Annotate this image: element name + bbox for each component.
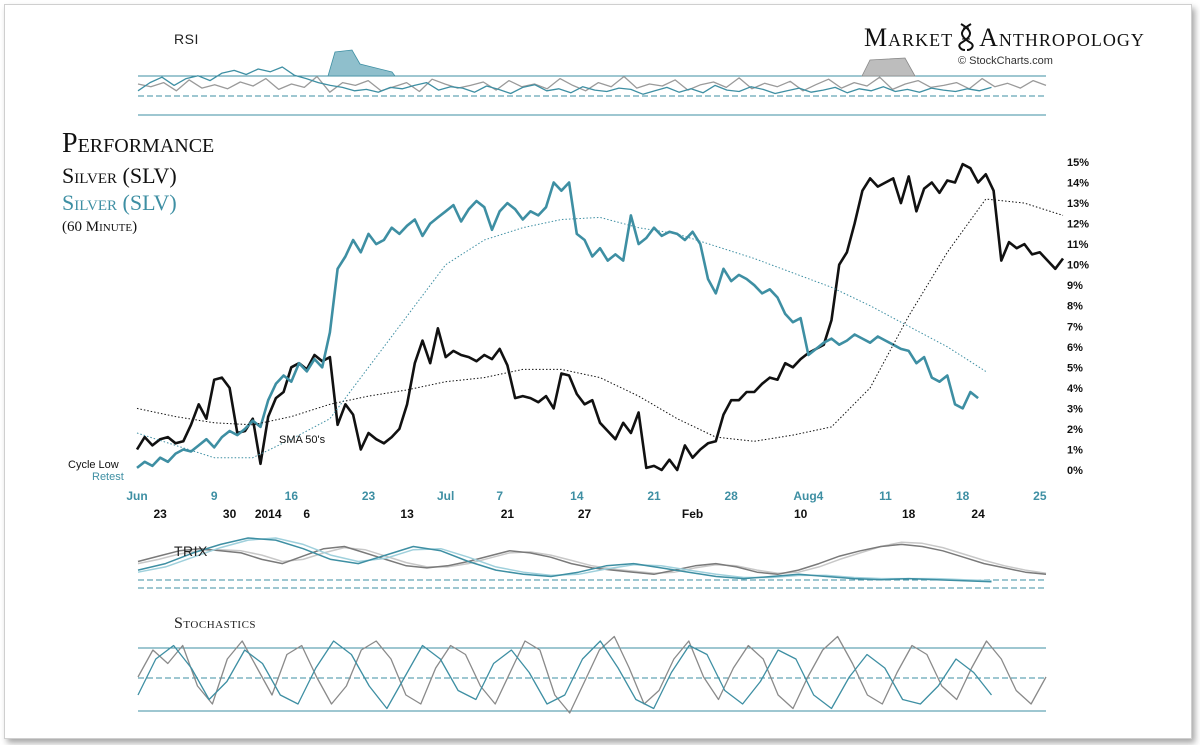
brand-title: Market Anthropology xyxy=(864,16,1145,53)
rsi-line-teal xyxy=(137,66,992,95)
brand-word-1: Market xyxy=(864,23,954,52)
trix-line-teal xyxy=(137,537,992,583)
x-tick-label-bottom: 10 xyxy=(794,507,808,521)
x-tick-label-top: 23 xyxy=(362,489,376,503)
rsi-label: RSI xyxy=(174,31,199,47)
stochastics-panel xyxy=(137,635,1047,714)
x-tick-label-top: 11 xyxy=(879,489,892,503)
x-tick-label-bottom: 18 xyxy=(902,507,916,521)
stoch-line-black xyxy=(137,635,1047,714)
x-tick-label-top: 16 xyxy=(285,489,299,503)
chart-subtitle: (60 Minute) xyxy=(62,219,138,235)
y-tick-label: 13% xyxy=(1067,198,1089,210)
trix-label: TRIX xyxy=(174,543,208,559)
x-tick-label-bottom: 24 xyxy=(971,507,985,521)
x-tick-label-top: Jun xyxy=(126,489,147,503)
x-tick-label-top: 28 xyxy=(725,489,739,503)
x-tick-label-bottom: 23 xyxy=(153,507,167,521)
y-tick-label: 6% xyxy=(1067,342,1083,354)
x-tick-label-top: 14 xyxy=(570,489,584,503)
brand-word-2: Anthropology xyxy=(979,23,1145,52)
y-tick-label: 14% xyxy=(1067,178,1089,190)
y-tick-label: 11% xyxy=(1067,239,1089,251)
y-tick-label: 5% xyxy=(1067,362,1083,374)
rsi-overbought-area xyxy=(861,57,916,77)
x-tick-label-top: Jul xyxy=(437,489,454,503)
y-tick-label: 4% xyxy=(1067,383,1083,395)
y-tick-label: 2% xyxy=(1067,424,1083,436)
series-line-teal xyxy=(136,181,979,469)
annotation-sma: SMA 50's xyxy=(279,434,326,446)
stochastics-label: Stochastics xyxy=(174,615,257,632)
x-tick-label-top: Aug4 xyxy=(793,489,823,503)
y-tick-label: 0% xyxy=(1067,465,1083,477)
rsi-line-black xyxy=(137,75,1047,93)
trix-panel xyxy=(137,537,1047,589)
legend-teal-series: Silver (SLV) xyxy=(62,190,177,215)
x-tick-label-bottom: 30 xyxy=(223,507,237,521)
y-tick-label: 8% xyxy=(1067,301,1083,313)
chart-title: Performance xyxy=(62,128,215,159)
x-tick-label-bottom: 21 xyxy=(501,507,515,521)
performance-panel: 0% 1% 2% 3% 4% 5% 6% 7% 8% 9% 10% 11% 12% 13% 14% 15% Ju… xyxy=(126,157,1089,521)
y-tick-label: 3% xyxy=(1067,403,1083,415)
stoch-line-teal xyxy=(137,640,993,710)
y-tick-label: 9% xyxy=(1067,280,1083,292)
sma-line-teal xyxy=(136,216,987,459)
y-tick-label: 12% xyxy=(1067,219,1089,231)
legend-black-series: Silver (SLV) xyxy=(62,163,177,188)
y-tick-label: 10% xyxy=(1067,260,1089,272)
y-tick-label: 7% xyxy=(1067,321,1083,333)
sma-line-black xyxy=(136,198,1064,442)
annotation-cycle-low: Cycle Low xyxy=(68,459,119,471)
x-tick-label-top: 25 xyxy=(1033,489,1047,503)
x-tick-label-bottom: 13 xyxy=(400,507,414,521)
x-tick-label-top: 7 xyxy=(496,489,503,503)
y-tick-label: 1% xyxy=(1067,444,1083,456)
x-tick-label-top: 21 xyxy=(647,489,661,503)
x-tick-label-bottom: Feb xyxy=(682,507,703,521)
annotation-retest: Retest xyxy=(92,471,124,483)
dna-helix-icon xyxy=(953,16,979,53)
series-line-black xyxy=(135,162,1065,472)
trix-line-black xyxy=(137,543,1047,576)
y-tick-label: 15% xyxy=(1067,157,1089,169)
x-tick-label-top: 9 xyxy=(211,489,218,503)
x-tick-label-bottom: 6 xyxy=(303,507,310,521)
rsi-overbought-area xyxy=(327,49,396,77)
source-credit: © StockCharts.com xyxy=(958,55,1053,67)
chart-frame xyxy=(4,4,1192,739)
rsi-panel xyxy=(137,49,1047,116)
x-tick-label-bottom: 27 xyxy=(578,507,592,521)
x-tick-label-top: 18 xyxy=(956,489,970,503)
x-tick-label-bottom: 2014 xyxy=(255,507,282,521)
